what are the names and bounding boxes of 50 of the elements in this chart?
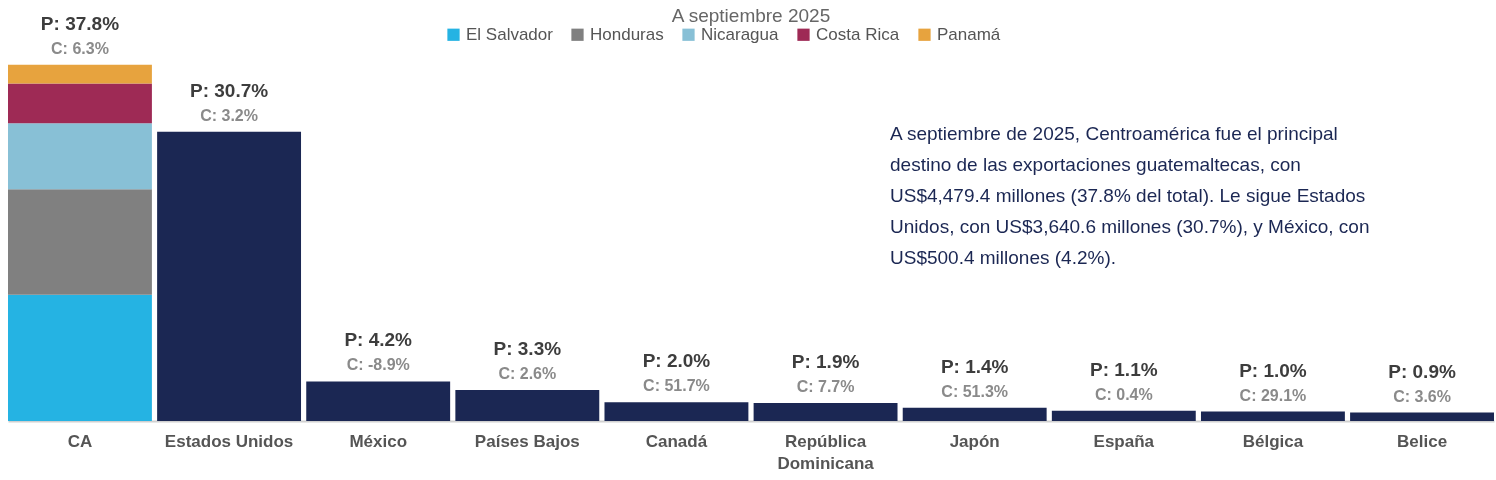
- bar: [455, 389, 600, 421]
- x-tick-label: Belice: [1397, 431, 1448, 451]
- bar: [1200, 411, 1345, 421]
- data-label: P: 2.0%: [642, 350, 711, 372]
- x-tick-label: Japón: [949, 431, 1000, 451]
- data-label: P: 0.9%: [1388, 360, 1456, 382]
- total-label: P: 37.8%: [40, 12, 120, 34]
- data-label: P: 3.3%: [493, 337, 562, 359]
- legend-label: El Salvador: [466, 24, 554, 44]
- bar: [157, 131, 302, 421]
- chart-title: A septiembre 2025: [671, 4, 831, 26]
- bar: [8, 83, 152, 124]
- annotation: C: 2.6%: [498, 364, 557, 382]
- legend-label: Panamá: [937, 24, 1001, 44]
- data-label: P: 1.4%: [940, 355, 1009, 377]
- bar: [306, 381, 451, 421]
- data-label: P: 30.7%: [190, 79, 269, 101]
- x-tick-label: CA: [67, 431, 93, 451]
- annotation: C: 7.7%: [796, 378, 855, 396]
- bar: [753, 403, 898, 421]
- x-tick-label: Países Bajos: [474, 431, 580, 451]
- annotation: C: 0.4%: [1094, 385, 1153, 403]
- annotation: C: 29.1%: [1239, 386, 1307, 404]
- data-label: P: 1.0%: [1239, 359, 1307, 381]
- annotation: C: 3.6%: [1393, 387, 1451, 405]
- bar: [1051, 410, 1196, 421]
- legend-label: Honduras: [590, 24, 664, 44]
- x-tick-label: Bélgica: [1242, 431, 1304, 451]
- bar: [604, 402, 749, 421]
- x-tick-label: República Dominicana: [777, 431, 875, 473]
- annotation: C: 51.3%: [941, 382, 1009, 400]
- x-tick-label: España: [1093, 431, 1155, 451]
- legend-label: Costa Rica: [816, 24, 900, 44]
- data-label: P: 4.2%: [344, 329, 413, 351]
- bar: [8, 123, 152, 190]
- annotation: C: -8.9%: [346, 356, 410, 374]
- bar: [8, 189, 152, 295]
- bar: [1350, 412, 1494, 421]
- bar: [8, 294, 152, 421]
- data-label: P: 1.1%: [1090, 358, 1158, 380]
- annotation: C: 6.3%: [51, 39, 109, 57]
- x-tick-label: Canadá: [645, 431, 708, 451]
- x-tick-label: México: [349, 431, 408, 451]
- data-label: P: 1.9%: [791, 351, 860, 373]
- annotation: A septiembre de 2025, Centroamérica fue el principal destino de las exportaciones guatemaltecas, con US$4,479.4 millones (37.8% del total). Le sigue Estados Unidos, con US$3,640.6 millones (30.7%), y México, con US$500.4 millones (4.2%).: [890, 123, 1370, 268]
- bar: [8, 64, 152, 84]
- annotation: C: 51.7%: [643, 377, 710, 395]
- bar: [902, 407, 1047, 421]
- x-tick-label: Estados Unidos: [164, 431, 294, 451]
- annotation: C: 3.2%: [200, 106, 258, 124]
